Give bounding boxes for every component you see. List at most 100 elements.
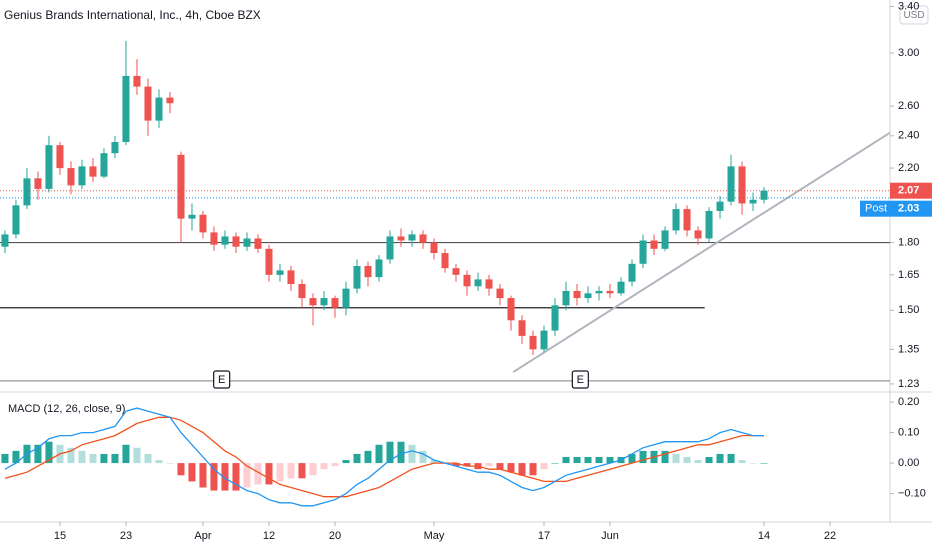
y-tick-label: 0.10 <box>898 426 919 438</box>
histogram-bar <box>529 463 537 476</box>
histogram-bar <box>705 456 713 464</box>
histogram-bar <box>276 463 284 482</box>
macd-title: MACD (12, 26, close, 9) <box>8 403 125 415</box>
candle-body <box>122 75 130 143</box>
event-label: E <box>577 374 584 386</box>
histogram-bar <box>760 463 768 464</box>
candle-body <box>364 265 372 278</box>
candle-body <box>243 238 251 247</box>
x-tick-label: Apr <box>194 530 211 542</box>
candle-body <box>507 298 515 321</box>
histogram-bar <box>452 463 460 467</box>
candle-body <box>287 270 295 284</box>
histogram-bar <box>727 453 735 464</box>
histogram-bar <box>672 453 680 464</box>
histogram-bar <box>562 456 570 464</box>
candle-body <box>551 305 559 331</box>
candle-body <box>375 259 383 278</box>
candle-body <box>265 248 273 275</box>
candle-body <box>199 214 207 233</box>
histogram-bar <box>100 453 108 464</box>
x-tick-label: 15 <box>54 530 66 542</box>
histogram-bar <box>463 463 471 467</box>
y-tick-label: 1.35 <box>898 343 919 355</box>
histogram-bar <box>331 463 339 467</box>
candle-body <box>386 236 394 260</box>
candle-body <box>1 234 9 247</box>
chart-title: Genius Brands International, Inc., 4h, C… <box>4 8 261 22</box>
candle-body <box>584 293 592 299</box>
histogram-bar <box>144 453 152 464</box>
histogram-bar <box>166 463 174 464</box>
candle-body <box>628 263 636 282</box>
candle-body <box>144 86 152 121</box>
y-tick-label: 0.00 <box>898 457 919 469</box>
candle-body <box>210 232 218 245</box>
candle-body <box>166 97 174 104</box>
x-tick-label: 12 <box>263 530 275 542</box>
x-tick-label: 17 <box>538 530 550 542</box>
y-tick-label: −0.10 <box>898 488 926 500</box>
candle-body <box>430 242 438 254</box>
candle-body <box>672 209 680 231</box>
macd-line <box>4 407 764 507</box>
histogram-bar <box>177 463 185 476</box>
histogram-bar <box>661 450 669 464</box>
histogram-bar <box>397 441 405 464</box>
candle-body <box>100 153 108 177</box>
candle-body <box>760 190 768 200</box>
post-tag <box>860 200 890 217</box>
candle-body <box>320 298 328 306</box>
histogram-bar <box>287 463 295 479</box>
trend-line <box>512 131 891 373</box>
histogram-bar <box>78 450 86 464</box>
candle-body <box>463 274 471 287</box>
currency-box[interactable] <box>899 5 929 25</box>
histogram-bar <box>243 463 251 488</box>
candle-body <box>397 236 405 241</box>
histogram-bar <box>507 463 515 473</box>
histogram-bar <box>342 460 350 464</box>
histogram-bar <box>12 450 20 464</box>
histogram-bar <box>749 463 757 464</box>
candle-body <box>540 330 548 350</box>
candle-body <box>254 238 262 249</box>
y-tick-label: 2.40 <box>898 130 919 142</box>
histogram-bar <box>210 463 218 491</box>
last-price-box <box>890 182 932 199</box>
histogram-bar <box>298 463 306 479</box>
histogram-bar <box>67 447 75 464</box>
histogram-bar <box>199 463 207 488</box>
y-tick-label: 1.80 <box>898 236 919 248</box>
candle-body <box>617 281 625 294</box>
candle-body <box>67 168 75 186</box>
candle-body <box>353 265 361 289</box>
candle-body <box>595 290 603 294</box>
histogram-bar <box>606 456 614 464</box>
histogram-bar <box>496 463 504 470</box>
x-tick-label: 23 <box>120 530 132 542</box>
candle-body <box>56 145 64 169</box>
candle-body <box>705 210 713 239</box>
candle-body <box>683 209 691 231</box>
event-marker <box>213 370 231 389</box>
x-tick-label: May <box>424 530 445 542</box>
candle-body <box>650 240 658 249</box>
last-price-label: 2.07 <box>898 185 919 197</box>
y-tick-label: 1.50 <box>898 304 919 316</box>
histogram-bar <box>309 463 317 476</box>
candle-body <box>573 290 581 299</box>
candle-body <box>232 236 240 247</box>
candle-body <box>111 142 119 154</box>
histogram-bar <box>221 463 229 491</box>
histogram-bar <box>45 441 53 464</box>
candle-body <box>408 234 416 241</box>
x-tick-label: 20 <box>329 530 341 542</box>
post-price-label: 2.03 <box>898 203 919 215</box>
x-tick-label: 22 <box>824 530 836 542</box>
currency: USD <box>903 10 924 21</box>
histogram-bar <box>628 453 636 464</box>
candle-body <box>496 288 504 299</box>
histogram-bar <box>155 460 163 464</box>
histogram-bar <box>34 444 42 464</box>
